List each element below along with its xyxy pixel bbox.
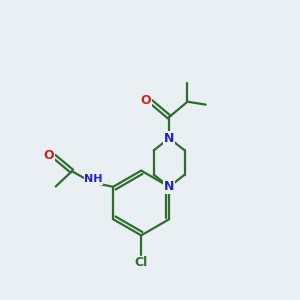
Text: O: O: [44, 148, 54, 161]
Text: NH: NH: [84, 174, 103, 184]
Text: Cl: Cl: [134, 256, 148, 269]
Text: O: O: [140, 94, 151, 107]
Text: N: N: [164, 132, 174, 145]
Text: N: N: [164, 180, 174, 193]
